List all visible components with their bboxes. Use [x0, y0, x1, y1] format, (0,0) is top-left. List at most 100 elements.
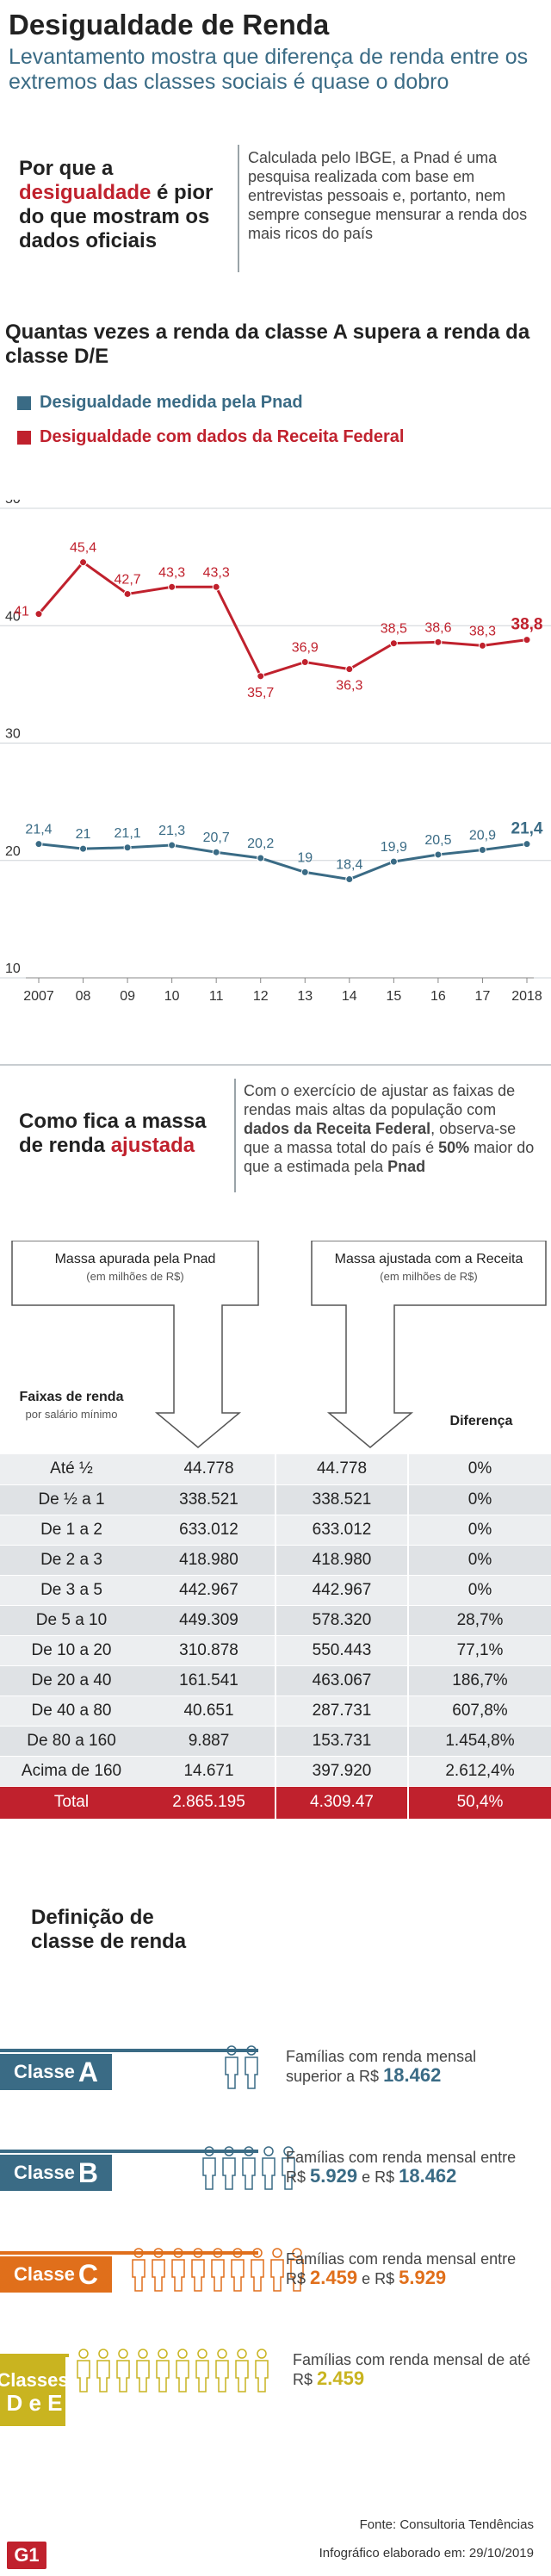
data-label: 36,3	[336, 679, 362, 694]
data-label: 21,1	[115, 826, 141, 841]
data-label: 42,7	[115, 572, 141, 587]
massa-title-part1: Como fica a massa de renda	[19, 1110, 207, 1157]
table-row: Acima de 160 14.671 397.920 2.612,4%	[0, 1756, 551, 1787]
page-subtitle: Levantamento mostra que diferença de ren…	[9, 45, 529, 94]
class-bar	[0, 2049, 258, 2052]
class-bar	[0, 2150, 258, 2153]
class-bar	[0, 2251, 258, 2255]
data-label: 20,9	[469, 828, 496, 843]
class-value: 5.929	[399, 2267, 447, 2288]
class-row: Classe C Famílias com renda mensal entre R…	[0, 2244, 551, 2330]
class-description: Famílias com renda mensal superior a R$ …	[286, 2047, 536, 2086]
person-icon	[225, 2045, 238, 2089]
why-heading: Por que a desigualdade é pior do que mos…	[19, 157, 226, 253]
x-tick-label: 12	[253, 989, 269, 1004]
y-tick-label: 30	[5, 727, 21, 742]
cell-faixa: De 5 a 10	[0, 1605, 143, 1636]
class-badge: Classe B	[0, 2155, 112, 2191]
person-icon	[242, 2146, 256, 2190]
class-text: Famílias com renda mensal superior a R$	[286, 2048, 477, 2085]
x-tick-label: 11	[209, 989, 224, 1004]
x-tick-label: 08	[76, 989, 91, 1004]
table-row: De 2 a 3 418.980 418.980 0%	[0, 1545, 551, 1576]
class-badge: Classes D e E	[0, 2357, 69, 2426]
x-tick-label: 10	[164, 989, 180, 1004]
cell-pnad: 14.671	[143, 1756, 276, 1787]
table-row: De 3 a 5 442.967 442.967 0%	[0, 1575, 551, 1606]
data-point	[478, 641, 486, 650]
cell-receita: 578.320	[276, 1605, 409, 1636]
cell-pnad: 442.967	[143, 1575, 276, 1606]
cell-diff: 0%	[408, 1545, 551, 1576]
data-point	[523, 840, 531, 849]
table-row: De 1 a 2 633.012 633.012 0%	[0, 1515, 551, 1546]
classes-title: Definição de classe de renda	[31, 1906, 187, 1953]
x-tick-label: 2007	[23, 989, 54, 1004]
person-icon	[116, 2349, 130, 2392]
data-point	[389, 857, 398, 866]
class-letter: C	[77, 2258, 99, 2290]
people-icon-group	[132, 2248, 304, 2292]
person-icon	[231, 2248, 245, 2292]
legend-pnad-swatch	[17, 395, 31, 410]
data-label: 21	[76, 827, 91, 842]
person-icon	[270, 2248, 284, 2292]
person-icon	[152, 2248, 165, 2292]
cell-receita: 463.067	[276, 1665, 409, 1696]
class-value: 2.459	[310, 2267, 358, 2288]
class-row: Classe A Famílias com renda mensal superio…	[0, 2042, 551, 2128]
class-label: Classes	[0, 2369, 69, 2391]
divider-line-2	[234, 1079, 236, 1192]
data-label: 21,4	[25, 823, 52, 837]
x-tick-label: 09	[120, 989, 135, 1004]
why-part1: Por que a	[19, 157, 114, 180]
data-point	[257, 672, 265, 681]
table-row: De ½ a 1 338.521 338.521 0%	[0, 1484, 551, 1515]
class-bar	[0, 2354, 69, 2357]
massa-note-bold: Pnad	[387, 1158, 426, 1175]
class-text: Famílias com renda mensal de até R$	[293, 2351, 531, 2388]
cell-receita: 4.309.47	[276, 1786, 409, 1820]
cell-receita: 550.443	[276, 1635, 409, 1666]
data-point	[34, 610, 43, 619]
person-icon	[222, 2146, 236, 2190]
cell-pnad: 633.012	[143, 1515, 276, 1546]
divider-line	[238, 145, 239, 272]
data-point	[434, 850, 443, 859]
people-icon-group	[77, 2349, 269, 2392]
data-label: 45,4	[70, 541, 96, 556]
massa-title-highlight: ajustada	[110, 1134, 195, 1157]
col-faixas-header: Faixas de renda por salário mínimo	[0, 1389, 143, 1423]
col-faixas-sub: por salário mínimo	[25, 1408, 118, 1421]
class-row: Classe B Famílias com renda mensal entre R…	[0, 2143, 551, 2229]
data-point	[123, 843, 132, 852]
person-icon	[211, 2248, 225, 2292]
cell-diff: 77,1%	[408, 1635, 551, 1666]
cell-pnad: 449.309	[143, 1605, 276, 1636]
data-point	[79, 844, 88, 853]
cell-faixa: De ½ a 1	[0, 1484, 143, 1515]
massa-note-bold: 50%	[438, 1139, 470, 1156]
cell-diff: 607,8%	[408, 1696, 551, 1727]
class-value: 18.462	[383, 2064, 442, 2086]
cell-receita: 338.521	[276, 1484, 409, 1515]
class-letter: D e E	[6, 2390, 63, 2416]
person-icon	[235, 2349, 249, 2392]
data-point	[345, 665, 354, 674]
col-pnad-header: Massa apurada pela Pnad (em milhões de R…	[12, 1251, 258, 1285]
cell-diff: 28,7%	[408, 1605, 551, 1636]
legend-receita-label: Desigualdade com dados da Receita Federa…	[40, 427, 405, 446]
data-label: 36,9	[292, 640, 319, 655]
why-highlight: desigualdade	[19, 181, 152, 204]
cell-faixa: De 2 a 3	[0, 1545, 143, 1576]
class-description: Famílias com renda mensal entre R$ 5.929…	[286, 2148, 536, 2187]
cell-faixa: Acima de 160	[0, 1756, 143, 1787]
x-tick-label: 15	[386, 989, 401, 1004]
person-icon	[77, 2349, 90, 2392]
cell-pnad: 418.980	[143, 1545, 276, 1576]
people-icon-group	[225, 2045, 258, 2089]
cell-receita: 397.920	[276, 1756, 409, 1787]
data-point	[168, 582, 176, 591]
legend-pnad-label: Desigualdade medida pela Pnad	[40, 393, 303, 412]
data-point	[300, 868, 309, 876]
